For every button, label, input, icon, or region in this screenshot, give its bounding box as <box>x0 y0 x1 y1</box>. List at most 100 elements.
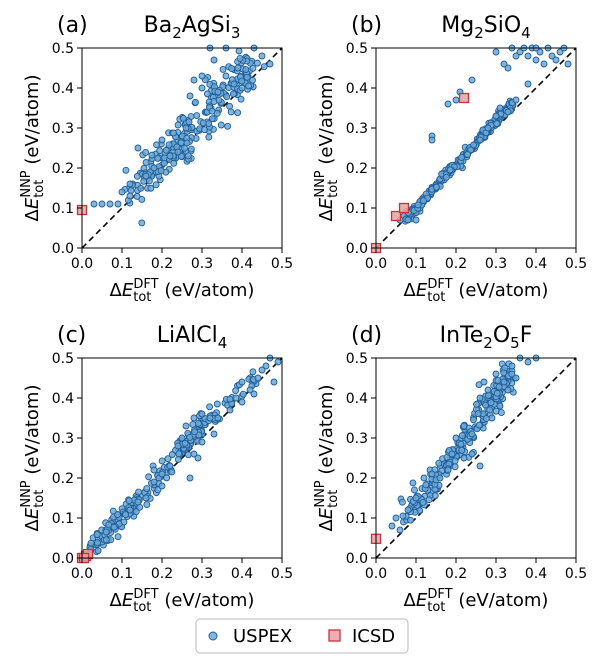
uspex-point <box>482 401 490 409</box>
uspex-point <box>536 48 544 56</box>
uspex-point <box>190 414 198 422</box>
legend: USPEX ICSD <box>195 618 409 654</box>
uspex-point <box>158 136 166 144</box>
uspex-point <box>229 90 237 98</box>
uspex-point <box>134 498 142 506</box>
icsd-point <box>398 202 410 214</box>
x-tick-label: 0.3 <box>191 256 213 272</box>
uspex-point <box>468 450 476 458</box>
uspex-point <box>245 82 253 90</box>
uspex-point <box>102 528 110 536</box>
uspex-point <box>109 507 117 515</box>
uspex-point <box>208 115 216 123</box>
uspex-point <box>482 415 490 422</box>
x-tick-label: 0.1 <box>405 256 427 272</box>
uspex-point <box>236 54 244 62</box>
panel-label: (d) <box>351 323 382 348</box>
uspex-point <box>476 136 484 144</box>
uspex-point <box>448 450 456 458</box>
y-tick-label: 0.1 <box>52 511 74 527</box>
uspex-point <box>500 378 508 386</box>
uspex-point <box>480 378 488 386</box>
uspex-point <box>468 430 476 438</box>
y-axis-label: ΔEtotNNP (eV/atom) <box>19 74 47 221</box>
panel-d: 0.0 0.1 0.2 0.3 0.4 0.5 0.0 0.1 0.2 0.3 0.4 0.5 ΔEto… <box>313 323 587 615</box>
uspex-point <box>475 421 483 429</box>
uspex-point <box>464 151 472 158</box>
uspex-point <box>444 100 452 108</box>
uspex-point <box>138 196 146 203</box>
uspex-point <box>532 56 540 64</box>
uspex-point <box>431 492 439 500</box>
uspex-point <box>94 539 101 547</box>
uspex-point <box>476 462 484 470</box>
uspex-point <box>230 80 238 88</box>
uspex-point <box>118 188 126 196</box>
uspex-point <box>388 522 396 530</box>
uspex-point <box>210 56 218 64</box>
uspex-point <box>114 200 122 208</box>
uspex-point <box>166 462 174 470</box>
uspex-point <box>174 442 182 450</box>
uspex-point <box>484 124 492 132</box>
y-tick-label: 0.2 <box>52 471 74 487</box>
uspex-point <box>142 148 150 156</box>
y-tick-label: 0.5 <box>346 351 368 367</box>
uspex-point <box>458 432 466 439</box>
uspex-point <box>495 383 503 391</box>
uspex-point <box>457 440 465 448</box>
uspex-point <box>135 488 142 496</box>
panel-c: 0.0 0.1 0.2 0.3 0.4 0.5 0.0 0.1 0.2 0.3 0.4 0.5 ΔEto… <box>19 323 293 615</box>
uspex-point <box>420 197 428 205</box>
x-tick-label: 0.4 <box>525 566 547 582</box>
uspex-point <box>492 48 500 56</box>
uspex-point <box>412 216 420 224</box>
uspex-point <box>500 369 508 377</box>
uspex-point <box>150 466 158 474</box>
uspex-point <box>494 376 502 384</box>
uspex-point <box>201 126 208 134</box>
panel-title: Ba2AgSi3 <box>144 13 241 42</box>
x-tick-label: 0.3 <box>485 256 507 272</box>
reference-line <box>375 357 577 559</box>
uspex-point <box>249 64 257 72</box>
uspex-point <box>524 80 532 88</box>
uspex-point <box>223 93 231 101</box>
y-tick-label: 0.2 <box>346 471 368 487</box>
y-tick-label: 0.4 <box>52 81 74 97</box>
uspex-point <box>232 394 240 402</box>
uspex-point <box>184 451 192 459</box>
uspex-point <box>422 481 430 489</box>
uspex-point <box>156 147 164 155</box>
uspex-point <box>451 463 459 471</box>
uspex-point <box>524 358 532 366</box>
uspex-point <box>213 109 221 117</box>
uspex-point <box>182 422 190 430</box>
uspex-point <box>504 108 512 116</box>
uspex-point <box>158 470 166 478</box>
icsd-point <box>458 92 470 104</box>
x-axis-label: ΔEtotDFT (eV/atom) <box>110 587 255 615</box>
x-tick-label: 0.0 <box>71 566 93 582</box>
uspex-point <box>516 48 524 56</box>
uspex-point <box>243 73 251 81</box>
uspex-point <box>110 523 118 531</box>
uspex-point <box>178 434 186 442</box>
uspex-point <box>192 98 199 106</box>
uspex-point <box>270 378 278 386</box>
uspex-point <box>474 410 482 418</box>
x-tick-label: 0.1 <box>111 566 133 582</box>
y-axis-label: ΔEtotNNP (eV/atom) <box>313 384 341 531</box>
x-tick-label: 0.4 <box>231 256 253 272</box>
uspex-point <box>150 164 158 172</box>
uspex-point <box>162 146 170 154</box>
uspex-point <box>249 368 257 376</box>
uspex-point <box>143 485 151 492</box>
y-axis-label: ΔEtotNNP (eV/atom) <box>313 74 341 221</box>
uspex-point <box>142 159 150 166</box>
uspex-point <box>177 153 185 160</box>
uspex-point <box>234 64 242 72</box>
uspex-point <box>186 433 194 441</box>
x-tick-label: 0.4 <box>525 256 547 272</box>
x-tick-label: 0.2 <box>151 256 173 272</box>
